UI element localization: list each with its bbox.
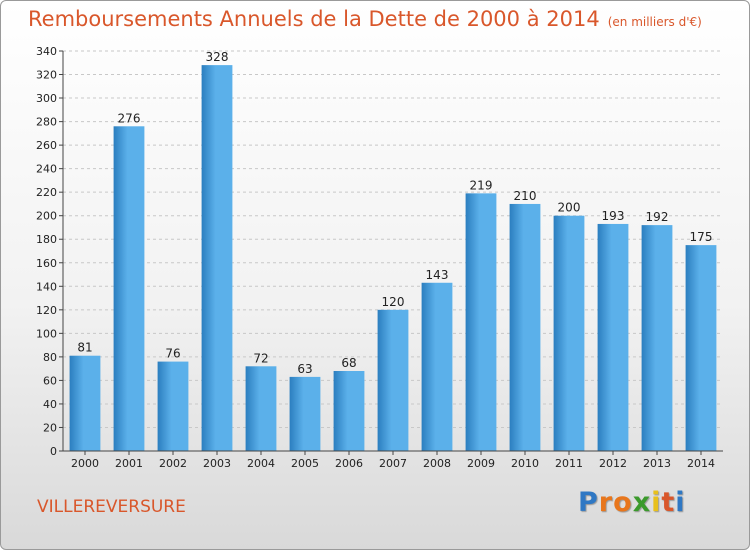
bar (421, 282, 453, 451)
x-tick-label: 2005 (291, 457, 319, 470)
x-tick-label: 2012 (599, 457, 627, 470)
data-label: 72 (253, 351, 268, 365)
proxiti-logo: Proxiti (578, 487, 686, 518)
data-label: 193 (602, 209, 625, 223)
chart-subtitle: (en milliers d'€) (607, 15, 702, 29)
data-label: 76 (165, 347, 180, 361)
bar (113, 126, 145, 451)
chart-title: Remboursements Annuels de la Dette de 20… (28, 7, 702, 31)
data-label: 63 (297, 362, 312, 376)
logo-letter: o (613, 487, 633, 518)
x-tick-label: 2006 (335, 457, 363, 470)
bar (201, 65, 233, 451)
bar (377, 309, 409, 451)
bar (597, 223, 629, 451)
y-tick-label: 180 (36, 233, 57, 246)
x-tick-label: 2008 (423, 457, 451, 470)
x-axis: 2000 2001 2002 2003 2004 2005 2006 2007 2008 2009… (63, 450, 723, 470)
y-tick-label: 40 (43, 398, 57, 411)
bar (553, 215, 585, 451)
data-label: 276 (118, 111, 141, 125)
x-tick-label: 2000 (71, 457, 99, 470)
bar (641, 225, 673, 451)
y-tick-label: 140 (36, 280, 57, 293)
data-label: 81 (77, 341, 92, 355)
bar (157, 361, 189, 451)
data-label: 192 (646, 210, 669, 224)
logo-letter: t (661, 487, 676, 518)
x-tick-label: 2002 (159, 457, 187, 470)
bar (289, 376, 321, 451)
bar (333, 371, 365, 451)
bar (509, 203, 541, 451)
logo-letter: x (632, 487, 652, 518)
data-label: 200 (558, 201, 581, 215)
y-tick-label: 60 (43, 374, 57, 387)
logo-letter: i (651, 487, 662, 518)
bar (685, 245, 717, 451)
x-tick-label: 2007 (379, 457, 407, 470)
logo-letter: r (598, 487, 614, 518)
bar (465, 193, 497, 451)
y-tick-label: 80 (43, 351, 57, 364)
bar (245, 366, 277, 451)
x-tick-label: 2014 (687, 457, 715, 470)
title-text: Remboursements Annuels de la Dette de 20… (28, 7, 600, 31)
x-tick-label: 2003 (203, 457, 231, 470)
y-axis: 0 20 40 60 80 100 120 140 160 180 200 220 240 260 280 3… (36, 45, 64, 458)
y-tick-label: 340 (36, 45, 57, 58)
x-tick-label: 2009 (467, 457, 495, 470)
data-label: 120 (382, 295, 405, 309)
y-tick-label: 280 (36, 116, 57, 129)
x-tick-label: 2011 (555, 457, 583, 470)
y-tick-label: 320 (36, 69, 57, 82)
y-tick-label: 20 (43, 421, 57, 434)
data-label: 68 (341, 356, 356, 370)
x-tick-label: 2013 (643, 457, 671, 470)
y-tick-label: 100 (36, 327, 57, 340)
x-tick-label: 2004 (247, 457, 275, 470)
y-tick-label: 260 (36, 139, 57, 152)
x-tick-label: 2001 (115, 457, 143, 470)
data-label: 328 (206, 50, 229, 64)
logo-letter: P (578, 487, 599, 518)
data-label: 175 (690, 230, 713, 244)
y-tick-label: 200 (36, 210, 57, 223)
logo-letter: i (675, 487, 686, 518)
data-label: 210 (514, 189, 537, 203)
y-tick-label: 220 (36, 186, 57, 199)
data-label: 143 (426, 268, 449, 282)
y-tick-label: 120 (36, 304, 57, 317)
bars: 81 276 76 328 72 63 68 120 143 219 210 200 193 192 175 (69, 50, 717, 451)
y-tick-label: 0 (50, 445, 57, 458)
x-tick-label: 2010 (511, 457, 539, 470)
y-tick-label: 160 (36, 257, 57, 270)
data-label: 219 (470, 178, 493, 192)
y-tick-label: 240 (36, 163, 57, 176)
y-tick-label: 300 (36, 92, 57, 105)
bar (69, 355, 101, 451)
commune-name: VILLEREVERSURE (37, 497, 186, 517)
